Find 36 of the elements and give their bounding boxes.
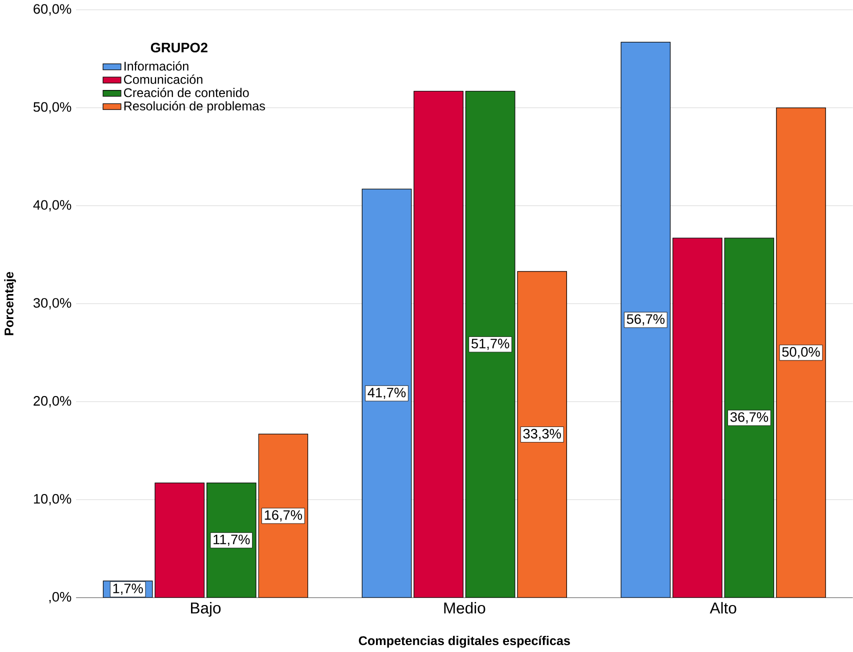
legend-label: Información — [124, 61, 188, 71]
bar — [465, 90, 516, 598]
data-label: 56,7% — [626, 314, 665, 326]
data-label: 51,7% — [472, 338, 510, 350]
bar — [258, 434, 308, 598]
x-tick-label: Medio — [444, 602, 486, 614]
legend-label: Resolución de problemas — [124, 101, 265, 113]
y-tick-label: 40,0% — [33, 200, 72, 212]
data-label: 16,7% — [264, 510, 302, 522]
legend-label: Comunicación — [124, 74, 202, 84]
y-tick-label: ,0% — [49, 592, 72, 604]
bar — [776, 108, 826, 598]
legend-title: GRUPO2 — [150, 42, 208, 52]
bar — [672, 238, 722, 598]
data-label: 1,7% — [113, 584, 143, 595]
y-tick-label: 10,0% — [34, 494, 72, 506]
y-tick-label: 60,0% — [34, 4, 72, 16]
bar — [517, 271, 567, 598]
data-label: 33,3% — [523, 428, 561, 440]
bar — [620, 42, 671, 598]
bar — [414, 90, 464, 598]
legend-label: Creación de contenido — [124, 88, 249, 98]
bar — [154, 482, 205, 598]
x-tick-label: Bajo — [191, 602, 221, 617]
data-label: 36,7% — [730, 412, 768, 424]
data-label: 41,7% — [368, 388, 406, 400]
y-tick-label: 30,0% — [33, 298, 72, 310]
y-axis-title: Porcentaje — [4, 272, 16, 336]
bar — [724, 238, 774, 598]
x-axis-title: Competencias digitales específicas — [358, 636, 570, 648]
y-tick-label: 20,0% — [34, 396, 72, 408]
data-label: 11,7% — [214, 534, 250, 546]
bar — [362, 188, 412, 598]
data-label: 50,0% — [782, 347, 820, 358]
x-tick-label: Alto — [710, 602, 736, 614]
y-tick-label: 50,0% — [33, 102, 72, 114]
